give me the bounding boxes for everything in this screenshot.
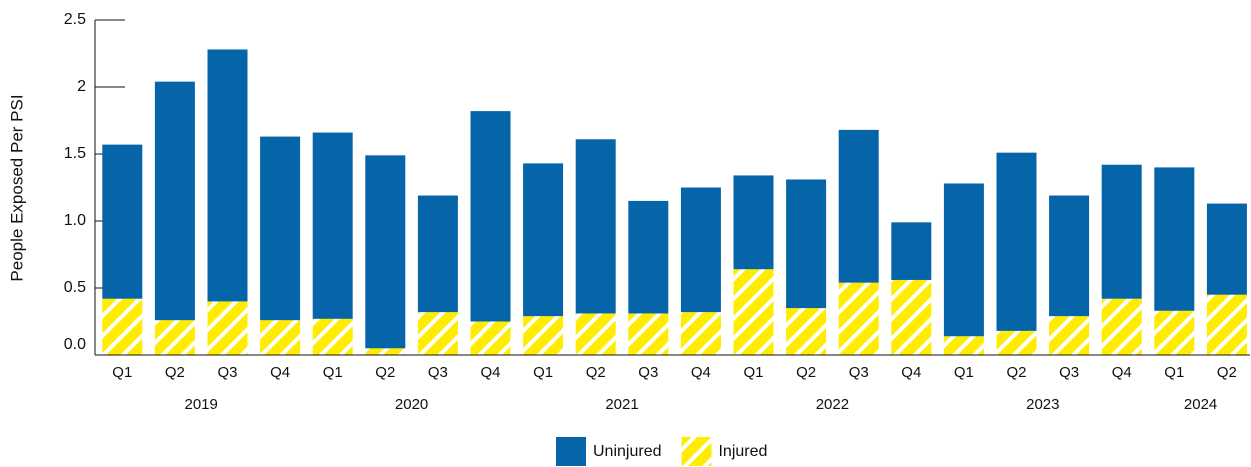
bar-segment bbox=[523, 316, 564, 355]
x-tick-label: Q1 bbox=[323, 364, 343, 381]
bar-segment bbox=[1154, 310, 1195, 355]
x-tick-label: Q1 bbox=[533, 364, 553, 381]
bar-segment bbox=[1049, 316, 1090, 355]
x-tick-label: Q3 bbox=[1059, 364, 1079, 381]
x-tick-label: Q3 bbox=[849, 364, 869, 381]
bar-segment bbox=[680, 187, 721, 313]
bar-segment bbox=[417, 195, 458, 313]
y-tick-label: 0.0 bbox=[64, 336, 86, 353]
bar-segment bbox=[733, 175, 774, 270]
x-tick-label: Q3 bbox=[217, 364, 237, 381]
bar-segment bbox=[996, 330, 1037, 355]
bar-segment bbox=[575, 139, 616, 314]
bar-segment bbox=[733, 269, 774, 355]
bar-segment bbox=[838, 129, 879, 283]
bar-segment bbox=[523, 163, 564, 317]
y-tick-label: 2.5 bbox=[64, 11, 86, 28]
x-group-label: 2019 bbox=[185, 396, 218, 413]
bar-segment bbox=[470, 321, 511, 355]
bar-segment bbox=[628, 313, 669, 355]
bar-segment bbox=[1154, 167, 1195, 311]
bar-segment bbox=[1206, 203, 1247, 295]
bar-segment bbox=[891, 222, 932, 280]
x-group-label: 2021 bbox=[605, 396, 638, 413]
bar-segment bbox=[1101, 164, 1142, 299]
bar-segment bbox=[312, 318, 353, 355]
x-tick-label: Q2 bbox=[165, 364, 185, 381]
legend-swatch bbox=[556, 437, 586, 466]
bar-segment bbox=[786, 179, 827, 309]
x-tick-label: Q1 bbox=[743, 364, 763, 381]
bar-segment bbox=[838, 282, 879, 355]
x-tick-label: Q2 bbox=[586, 364, 606, 381]
legend-swatch bbox=[681, 437, 712, 466]
bar-segment bbox=[365, 155, 406, 349]
x-tick-label: Q4 bbox=[270, 364, 290, 381]
bar-segment bbox=[943, 183, 984, 337]
bar-segment bbox=[154, 320, 195, 355]
legend-label: Uninjured bbox=[593, 443, 661, 460]
x-group-label: 2023 bbox=[1026, 396, 1059, 413]
x-tick-label: Q4 bbox=[1112, 364, 1132, 381]
x-tick-label: Q3 bbox=[638, 364, 658, 381]
bar-segment bbox=[312, 132, 353, 319]
x-group-label: 2020 bbox=[395, 396, 428, 413]
x-tick-label: Q4 bbox=[901, 364, 921, 381]
x-tick-label: Q1 bbox=[1164, 364, 1184, 381]
bar-segment bbox=[102, 298, 143, 355]
x-group-label: 2022 bbox=[816, 396, 849, 413]
bar-segment bbox=[680, 312, 721, 355]
bar-segment bbox=[470, 111, 511, 322]
y-tick-label: 2 bbox=[77, 78, 86, 95]
bar-segment bbox=[365, 348, 406, 355]
legend-label: Injured bbox=[718, 443, 767, 460]
x-group-label: 2024 bbox=[1184, 396, 1217, 413]
bar-segment bbox=[260, 320, 301, 355]
bar-segment bbox=[996, 152, 1037, 331]
bar-segment bbox=[943, 336, 984, 355]
x-tick-label: Q3 bbox=[428, 364, 448, 381]
bar-segment bbox=[891, 279, 932, 355]
bar-segment bbox=[1049, 195, 1090, 317]
y-tick-label: 1.5 bbox=[64, 145, 86, 162]
x-tick-label: Q2 bbox=[1217, 364, 1237, 381]
y-axis-label: People Exposed Per PSI bbox=[7, 94, 26, 281]
bar-segment bbox=[575, 313, 616, 355]
bar-segment bbox=[154, 81, 195, 321]
bar-segment bbox=[786, 308, 827, 355]
bar-segment bbox=[1101, 298, 1142, 355]
x-tick-label: Q4 bbox=[480, 364, 500, 381]
bar-segment bbox=[417, 312, 458, 355]
bar-segment bbox=[1206, 294, 1247, 355]
y-tick-label: 0.5 bbox=[64, 279, 86, 296]
x-tick-label: Q2 bbox=[1006, 364, 1026, 381]
bar-segment bbox=[102, 144, 143, 299]
bar-segment bbox=[207, 49, 248, 302]
bar-segment bbox=[207, 301, 248, 355]
x-tick-label: Q1 bbox=[112, 364, 132, 381]
x-tick-label: Q2 bbox=[375, 364, 395, 381]
bar-segment bbox=[260, 136, 301, 321]
y-tick-label: 1.0 bbox=[64, 212, 86, 229]
x-tick-label: Q2 bbox=[796, 364, 816, 381]
bar-segment bbox=[628, 200, 669, 314]
x-tick-label: Q4 bbox=[691, 364, 711, 381]
x-tick-label: Q1 bbox=[954, 364, 974, 381]
